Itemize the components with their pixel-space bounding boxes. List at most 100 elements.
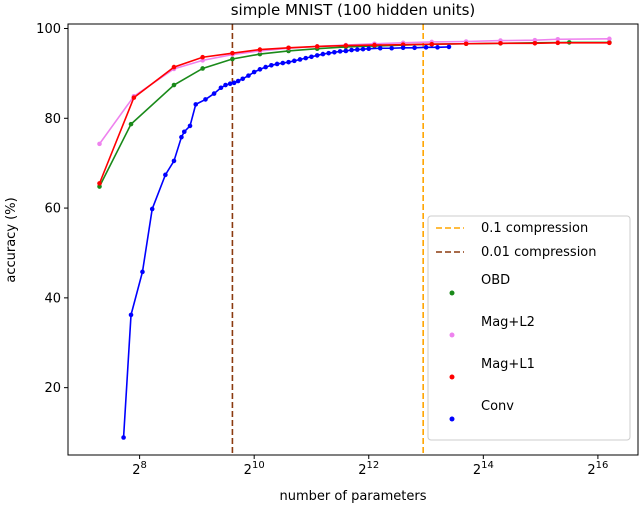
legend-swatch-series-2 xyxy=(449,374,455,380)
legend-swatch-series-3 xyxy=(449,416,455,422)
series-2-point-10 xyxy=(400,42,406,47)
legend-swatch-series-1 xyxy=(449,332,455,338)
series-2-point-4 xyxy=(230,50,235,56)
series-2-point-0 xyxy=(97,181,102,186)
series-line-0 xyxy=(98,41,610,187)
series-3-point-11 xyxy=(211,91,217,96)
series-3-point-8 xyxy=(187,123,193,129)
series-3-point-43 xyxy=(412,45,417,51)
y-ticks-layer: 20 40 60 80 100 xyxy=(36,22,68,396)
series-3-point-15 xyxy=(231,80,237,86)
series-1-point-15 xyxy=(555,36,561,42)
series-2-point-16 xyxy=(607,40,612,46)
series-3-point-23 xyxy=(274,61,280,67)
series-0-point-3 xyxy=(200,66,205,71)
legend-swatch-series-0 xyxy=(449,290,455,296)
series-2-point-15 xyxy=(555,40,561,46)
series-3-point-27 xyxy=(297,57,303,62)
series-2-point-3 xyxy=(200,54,205,60)
series-3-point-0 xyxy=(121,435,126,440)
series-3-point-37 xyxy=(354,47,360,52)
series-0-point-1 xyxy=(128,121,134,127)
series-3-point-45 xyxy=(435,45,440,50)
series-0-point-5 xyxy=(257,51,263,57)
y-tick-label-3: 80 xyxy=(44,112,61,127)
series-3-point-3 xyxy=(149,206,155,212)
series-3-point-33 xyxy=(332,49,337,55)
y-tick-label-1: 40 xyxy=(44,291,61,306)
series-2-point-14 xyxy=(532,41,538,46)
series-line-1 xyxy=(98,38,610,145)
series-2-point-9 xyxy=(372,42,377,48)
series-3-point-14 xyxy=(227,81,233,87)
series-2-point-6 xyxy=(286,45,291,51)
vlines-layer xyxy=(231,24,424,455)
series-1-point-3 xyxy=(200,58,205,63)
series-3-point-16 xyxy=(235,78,241,84)
series-2-point-7 xyxy=(314,44,320,49)
series-3-point-24 xyxy=(280,60,286,66)
series-layer xyxy=(97,36,612,440)
series-1-point-0 xyxy=(97,141,102,147)
series-0-point-2 xyxy=(171,82,177,88)
series-2-point-13 xyxy=(498,41,503,46)
series-3-point-12 xyxy=(218,85,224,91)
series-0-point-4 xyxy=(230,56,235,62)
series-3-point-2 xyxy=(140,269,145,275)
series-3-point-36 xyxy=(349,47,354,53)
legend-items: 0.1 compression 0.01 compression OBD Mag+L2… xyxy=(436,221,597,422)
series-1-point-16 xyxy=(607,36,612,42)
series-3-point-39 xyxy=(366,46,372,51)
series-2-point-12 xyxy=(463,41,469,47)
series-3-point-5 xyxy=(171,158,177,164)
series-3-point-20 xyxy=(257,67,263,72)
plot-frame xyxy=(67,23,639,456)
series-3-point-22 xyxy=(269,63,274,68)
series-3-point-4 xyxy=(163,172,168,178)
chart-title: simple MNIST (100 hidden units) xyxy=(231,1,476,19)
series-3-point-29 xyxy=(309,54,314,60)
x-tick-label-4: 216 xyxy=(587,460,608,478)
series-3-point-30 xyxy=(314,53,320,58)
series-2-point-1 xyxy=(131,95,137,100)
series-3-point-19 xyxy=(251,69,257,75)
series-3-point-9 xyxy=(193,102,199,107)
x-tick-label-2: 212 xyxy=(358,460,379,478)
series-2 xyxy=(97,40,612,186)
legend-box xyxy=(427,215,631,441)
series-3-point-40 xyxy=(377,45,383,51)
series-3-point-28 xyxy=(303,55,309,61)
y-axis-label: accuracy (%) xyxy=(4,197,19,282)
y-tick-label-2: 60 xyxy=(44,202,61,217)
series-3-point-7 xyxy=(181,129,187,135)
legend: 0.1 compression 0.01 compression OBD Mag+L2… xyxy=(427,215,631,441)
series-3-point-46 xyxy=(446,44,452,50)
y-tick-label-4: 100 xyxy=(36,22,61,37)
series-2-point-2 xyxy=(171,64,177,70)
legend-label-vline-0: 0.1 compression xyxy=(481,221,588,236)
series-line-2 xyxy=(98,42,610,184)
x-tick-label-1: 210 xyxy=(244,460,265,478)
x-axis-label: number of parameters xyxy=(280,489,427,504)
x-tick-label-3: 214 xyxy=(473,460,494,478)
legend-label-vline-1: 0.01 compression xyxy=(481,245,597,260)
series-0-point-0 xyxy=(97,184,102,189)
series-2-point-5 xyxy=(257,47,263,52)
series-3-point-35 xyxy=(343,48,349,54)
legend-label-series-0: OBD xyxy=(481,273,510,288)
series-0 xyxy=(97,40,612,189)
series-1-point-14 xyxy=(532,37,538,43)
series-3-point-42 xyxy=(400,45,406,51)
legend-label-series-1: Mag+L2 xyxy=(481,315,535,330)
x-tick-label-0: 28 xyxy=(132,460,147,478)
series-2-point-11 xyxy=(429,41,435,47)
legend-label-series-3: Conv xyxy=(481,399,514,414)
series-3 xyxy=(121,44,452,440)
series-3-point-26 xyxy=(291,58,297,64)
legend-label-series-2: Mag+L1 xyxy=(481,357,535,372)
series-3-point-18 xyxy=(246,73,251,78)
series-3-point-6 xyxy=(179,134,184,140)
series-3-point-21 xyxy=(263,64,268,70)
y-tick-label-0: 20 xyxy=(44,381,61,396)
